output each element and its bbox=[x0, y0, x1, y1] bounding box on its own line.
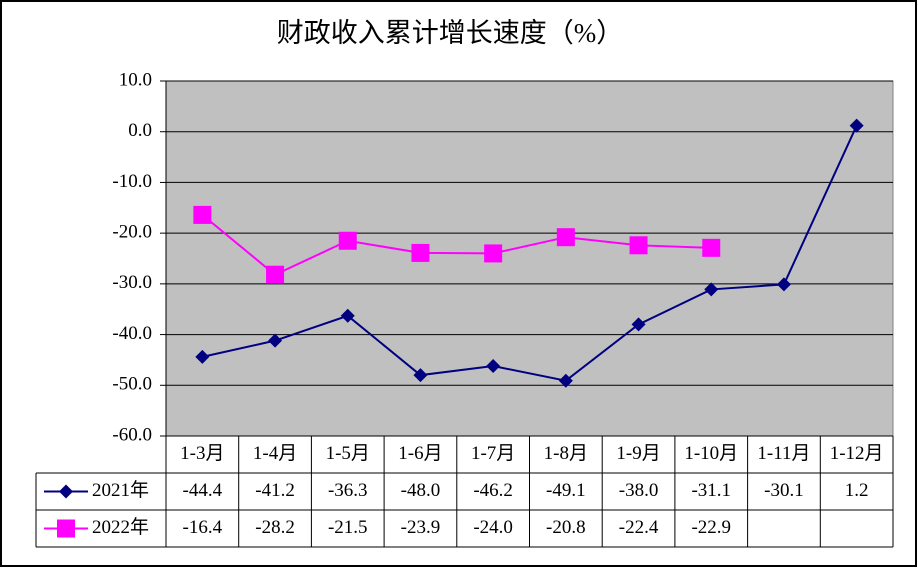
marker bbox=[702, 238, 721, 257]
data-label: -41.2 bbox=[255, 480, 295, 501]
plot-area bbox=[165, 80, 894, 437]
legend-label: 2021年 bbox=[92, 479, 149, 501]
y-tick-label: -60.0 bbox=[112, 424, 152, 445]
marker bbox=[704, 282, 719, 297]
data-label: 1.2 bbox=[845, 480, 869, 501]
marker bbox=[193, 205, 212, 224]
series-line bbox=[202, 125, 858, 382]
y-tick-label: -50.0 bbox=[112, 374, 152, 395]
data-label: -31.1 bbox=[691, 480, 731, 501]
data-label: -16.4 bbox=[183, 517, 223, 538]
data-label: -28.2 bbox=[255, 517, 295, 538]
marker bbox=[57, 519, 75, 538]
x-tick-label: 1-12月 bbox=[830, 443, 884, 464]
data-label: -24.0 bbox=[473, 517, 513, 538]
x-tick-label: 1-3月 bbox=[180, 443, 224, 464]
data-label: -38.0 bbox=[619, 480, 659, 501]
data-label: -22.4 bbox=[619, 517, 659, 538]
data-label: -21.5 bbox=[328, 517, 368, 538]
marker bbox=[411, 243, 430, 262]
marker bbox=[268, 333, 283, 348]
data-label: -48.0 bbox=[401, 480, 441, 501]
data-label: -22.9 bbox=[691, 517, 731, 538]
marker bbox=[195, 349, 210, 364]
x-tick-label: 1-8月 bbox=[544, 443, 588, 464]
marker bbox=[413, 368, 428, 383]
marker bbox=[486, 359, 501, 374]
chart-title: 财政收入累计增长速度（%） bbox=[277, 18, 624, 48]
y-tick-label: -30.0 bbox=[112, 272, 152, 293]
data-label: -23.9 bbox=[401, 517, 441, 538]
data-label: -46.2 bbox=[473, 480, 513, 501]
y-tick-label: -10.0 bbox=[112, 171, 152, 192]
legend-label: 2022年 bbox=[92, 516, 149, 538]
y-tick-label: 0.0 bbox=[128, 120, 152, 141]
x-tick-label: 1-5月 bbox=[326, 443, 370, 464]
data-label: -30.1 bbox=[764, 480, 804, 501]
marker bbox=[556, 228, 575, 247]
marker bbox=[484, 244, 503, 263]
data-label: -44.4 bbox=[183, 480, 223, 501]
x-tick-label: 1-7月 bbox=[471, 443, 515, 464]
data-label: -49.1 bbox=[546, 480, 586, 501]
marker bbox=[629, 236, 648, 255]
data-label: -20.8 bbox=[546, 517, 586, 538]
marker bbox=[266, 265, 285, 284]
marker bbox=[849, 118, 864, 133]
y-tick-label: -40.0 bbox=[112, 323, 152, 344]
series-line bbox=[201, 214, 712, 276]
marker bbox=[558, 373, 573, 388]
x-tick-label: 1-10月 bbox=[684, 443, 738, 464]
y-tick-label: 10.0 bbox=[119, 69, 152, 90]
marker bbox=[631, 317, 646, 332]
marker bbox=[776, 277, 791, 292]
x-tick-label: 1-9月 bbox=[616, 443, 660, 464]
x-tick-label: 1-6月 bbox=[398, 443, 442, 464]
marker bbox=[340, 308, 355, 323]
y-tick-label: -20.0 bbox=[112, 222, 152, 243]
x-tick-label: 1-11月 bbox=[757, 443, 810, 464]
x-tick-label: 1-4月 bbox=[253, 443, 297, 464]
data-label: -36.3 bbox=[328, 480, 368, 501]
marker bbox=[338, 231, 357, 250]
marker bbox=[59, 484, 73, 499]
